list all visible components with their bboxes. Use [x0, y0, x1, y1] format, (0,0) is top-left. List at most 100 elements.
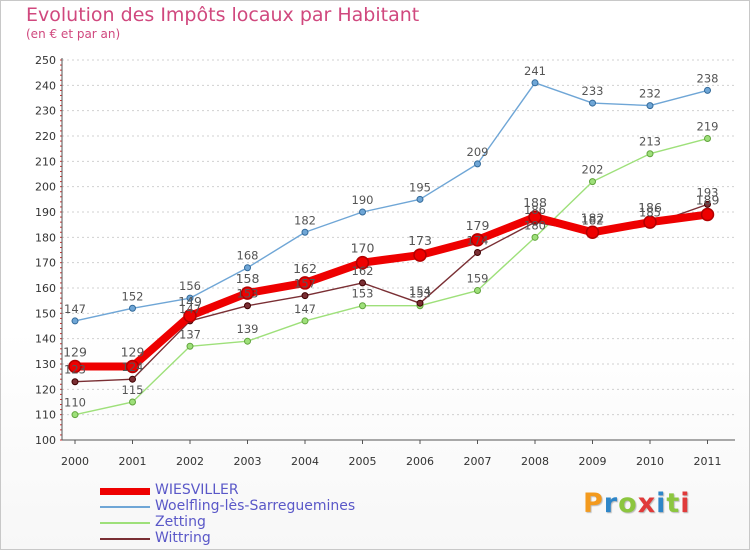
y-tick-label: 230 [35, 105, 56, 118]
data-labels: 129 129 149 158 162 170 173 179 188 182 186 189 147 1… [63, 64, 719, 410]
x-tick-label: 2011 [694, 455, 722, 468]
data-point-wiesviller [125, 359, 140, 374]
data-label-zetting: 110 [64, 396, 86, 410]
data-label-wittring: 124 [122, 360, 144, 374]
data-point-woelfling-l-s-sarreguemines [531, 79, 539, 87]
data-point-wittring [474, 249, 481, 257]
data-label-wiesviller: 179 [466, 218, 490, 233]
data-label-zetting: 153 [352, 287, 374, 301]
x-tick-label: 2010 [636, 455, 664, 468]
data-point-zetting [359, 302, 366, 310]
data-point-wiesviller [470, 233, 485, 247]
y-tick-label: 210 [35, 155, 56, 168]
y-tick-label: 140 [35, 333, 56, 346]
data-label-wittring: 182 [582, 213, 604, 227]
y-tick-label: 190 [35, 206, 56, 219]
data-label-woelfling-l-s-sarreguemines: 147 [64, 302, 86, 316]
data-label-wittring: 147 [179, 302, 201, 316]
logo-letter: t [666, 488, 681, 519]
series-line-woelfling-l-s-sarreguemines [74, 82, 709, 322]
data-point-wiesviller [643, 215, 657, 229]
grid-lines [62, 59, 735, 441]
data-label-wittring: 123 [64, 363, 86, 377]
chart-subtitle: (en € et par an) [26, 27, 121, 41]
x-tick-label: 2000 [61, 455, 89, 468]
logo-letter: o [618, 488, 638, 519]
data-label-wiesviller: 170 [351, 241, 375, 256]
data-point-wittring [244, 302, 251, 310]
logo-letter: P [583, 488, 604, 519]
x-tick-label: 2003 [234, 455, 262, 468]
logo-letter: i [680, 488, 691, 519]
data-label-wiesviller: 182 [581, 210, 605, 225]
legend-label: WIESVILLER [155, 482, 239, 498]
data-point-zetting [474, 287, 481, 295]
data-label-wiesviller: 162 [293, 261, 317, 276]
x-tick-label: 2004 [291, 455, 319, 468]
y-tick-label: 180 [35, 231, 56, 244]
legend-swatch [100, 488, 150, 495]
data-point-wittring [129, 375, 136, 383]
data-point-wiesviller [183, 309, 197, 323]
data-point-woelfling-l-s-sarreguemines [244, 264, 251, 272]
data-label-wiesviller: 149 [178, 294, 202, 309]
legend-swatch [100, 538, 150, 540]
data-label-wittring: 162 [352, 264, 374, 278]
legend-label: Zetting [155, 514, 206, 530]
data-point-wiesviller [68, 359, 82, 374]
data-label-wiesviller: 189 [696, 193, 720, 208]
y-tick-label: 250 [35, 54, 56, 67]
data-label-zetting: 139 [237, 322, 259, 336]
data-label-wiesviller: 158 [236, 271, 260, 286]
legend-label: Wittring [155, 530, 211, 546]
x-tick-label: 2001 [119, 455, 147, 468]
axes: 100 110 120 130 140 150 160 170 180 190 200 210 220 2… [35, 54, 735, 468]
data-point-woelfling-l-s-sarreguemines [646, 102, 654, 110]
data-label-woelfling-l-s-sarreguemines: 241 [524, 64, 546, 78]
data-point-zetting [589, 178, 596, 186]
data-label-wittring: 154 [409, 284, 431, 298]
logo-letter: r [603, 488, 619, 519]
data-point-woelfling-l-s-sarreguemines [301, 228, 309, 236]
data-point-zetting [301, 317, 309, 325]
data-point-woelfling-l-s-sarreguemines [359, 208, 366, 216]
data-label-woelfling-l-s-sarreguemines: 152 [122, 289, 144, 303]
data-point-zetting [129, 398, 136, 406]
data-point-woelfling-l-s-sarreguemines [71, 317, 79, 325]
data-label-woelfling-l-s-sarreguemines: 190 [352, 193, 374, 207]
data-point-wiesviller [585, 225, 600, 240]
data-label-woelfling-l-s-sarreguemines: 168 [237, 249, 259, 263]
data-point-wittring [359, 279, 366, 287]
data-label-wittring: 193 [697, 185, 719, 199]
proxiti-logo: Proxiti [583, 488, 691, 519]
series-lines [68, 79, 715, 419]
data-label-woelfling-l-s-sarreguemines: 156 [179, 279, 201, 293]
data-point-woelfling-l-s-sarreguemines [129, 304, 136, 312]
data-label-zetting: 153 [409, 287, 431, 301]
data-label-zetting: 213 [639, 135, 661, 149]
data-point-zetting [646, 150, 654, 158]
data-point-woelfling-l-s-sarreguemines [474, 160, 481, 168]
logo-letter: x [637, 488, 657, 519]
legend-label: Woelfling-lès-Sarreguemines [155, 498, 356, 514]
legend-swatch [100, 522, 150, 524]
y-tick-label: 170 [35, 257, 56, 270]
data-point-wiesviller [413, 248, 427, 262]
x-tick-label: 2005 [349, 455, 377, 468]
data-label-wiesviller: 188 [523, 195, 547, 210]
data-point-woelfling-l-s-sarreguemines [704, 86, 711, 94]
x-tick-label: 2006 [406, 455, 434, 468]
data-label-woelfling-l-s-sarreguemines: 182 [294, 213, 316, 227]
data-point-wiesviller [298, 276, 312, 290]
data-label-wittring: 185 [639, 206, 661, 220]
data-label-zetting: 219 [697, 120, 719, 134]
y-tick-label: 120 [35, 383, 56, 396]
y-tick-label: 160 [35, 282, 56, 295]
data-point-wittring [416, 299, 424, 307]
y-tick-label: 100 [35, 434, 56, 447]
data-label-zetting: 159 [467, 272, 489, 286]
series-line-wiesviller [71, 210, 712, 371]
logo-letter: i [656, 488, 667, 519]
y-tick-label: 110 [35, 409, 56, 422]
